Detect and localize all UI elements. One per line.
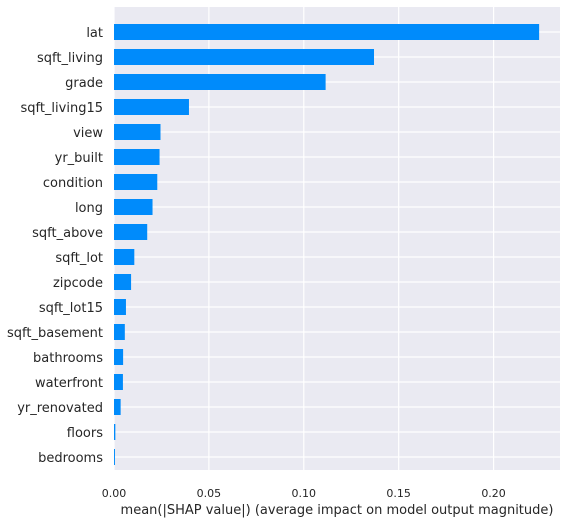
category-label-bedrooms: bedrooms <box>38 451 103 466</box>
bar-sqft_living15 <box>114 99 189 115</box>
x-tick-label: 0.20 <box>481 487 506 500</box>
category-label-zipcode: zipcode <box>53 276 103 291</box>
bar-waterfront <box>114 374 123 390</box>
bar-sqft_above <box>114 224 148 240</box>
x-tick-label: 0.15 <box>386 487 411 500</box>
category-label-yr_renovated: yr_renovated <box>17 401 103 416</box>
category-label-sqft_living15: sqft_living15 <box>20 101 103 116</box>
category-label-condition: condition <box>43 176 103 191</box>
bar-condition <box>114 174 158 190</box>
bar-zipcode <box>114 274 132 290</box>
bar-long <box>114 199 153 215</box>
category-label-view: view <box>73 126 103 141</box>
bar-view <box>114 124 161 140</box>
category-label-bathrooms: bathrooms <box>33 351 103 366</box>
bar-floors <box>114 424 116 440</box>
category-label-sqft_living: sqft_living <box>37 51 103 66</box>
category-label-sqft_lot15: sqft_lot15 <box>39 301 103 316</box>
bar-bedrooms <box>114 449 115 465</box>
x-tick-label: 0.00 <box>102 487 127 500</box>
category-label-long: long <box>75 201 103 216</box>
x-tick-label: 0.10 <box>292 487 317 500</box>
bar-sqft_basement <box>114 324 125 340</box>
category-label-grade: grade <box>65 76 103 91</box>
bars <box>114 24 540 465</box>
bar-yr_built <box>114 149 160 165</box>
bar-sqft_lot15 <box>114 299 126 315</box>
category-label-waterfront: waterfront <box>35 376 103 391</box>
x-tick-label: 0.05 <box>197 487 222 500</box>
category-label-lat: lat <box>86 26 103 41</box>
x-axis-title: mean(|SHAP value|) (average impact on mo… <box>121 503 554 518</box>
x-tick-labels: 0.00 0.05 0.10 0.15 0.20 <box>102 487 506 500</box>
category-label-floors: floors <box>67 426 103 441</box>
bar-sqft_living <box>114 49 375 65</box>
category-label-sqft_above: sqft_above <box>32 226 103 241</box>
bar-sqft_lot <box>114 249 135 265</box>
category-label-yr_built: yr_built <box>55 151 103 166</box>
bar-bathrooms <box>114 349 124 365</box>
category-label-sqft_lot: sqft_lot <box>55 251 103 266</box>
bar-grade <box>114 74 326 90</box>
bar-lat <box>114 24 540 40</box>
bar-yr_renovated <box>114 399 121 415</box>
category-label-sqft_basement: sqft_basement <box>7 326 103 341</box>
